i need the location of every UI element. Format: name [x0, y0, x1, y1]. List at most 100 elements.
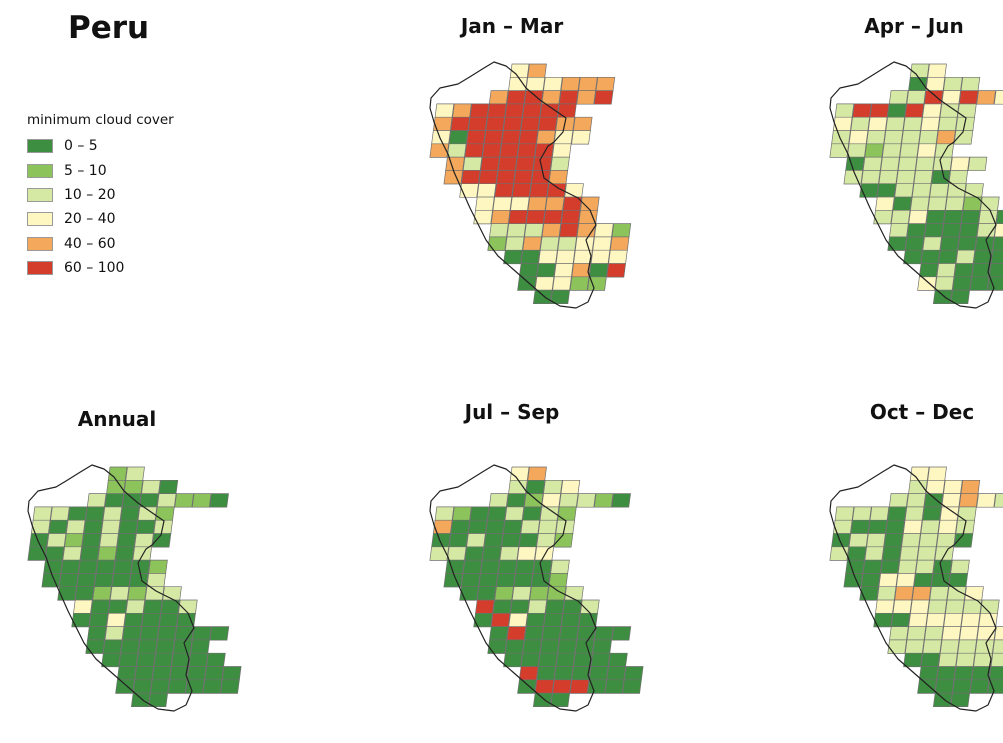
- grid-cell: [921, 250, 940, 264]
- grid-cell: [432, 131, 451, 145]
- grid-cell: [926, 210, 945, 224]
- grid-cell: [958, 104, 977, 118]
- grid-cell: [539, 250, 558, 264]
- grid-cell: [881, 560, 900, 574]
- legend-item: 60 – 100: [27, 256, 174, 280]
- grid-cell: [93, 587, 112, 601]
- grid-cell: [970, 680, 989, 694]
- grid-cell: [870, 507, 889, 521]
- grid-cell: [526, 210, 545, 224]
- panel-title-jan-mar: Jan – Mar: [461, 14, 563, 38]
- grid-cell: [537, 264, 556, 278]
- grid-cell: [159, 613, 178, 627]
- grid-cell: [939, 653, 958, 667]
- grid-cell: [535, 680, 554, 694]
- grid-cell: [832, 534, 851, 548]
- grid-cell: [133, 680, 152, 694]
- grid-cell: [572, 131, 591, 145]
- grid-cell: [105, 494, 124, 508]
- grid-cell: [942, 627, 961, 641]
- grid-cell: [956, 250, 975, 264]
- legend-label: 60 – 100: [64, 260, 124, 276]
- grid-cell: [108, 600, 127, 614]
- grid-cell: [559, 494, 578, 508]
- grid-cell: [542, 494, 561, 508]
- grid-cell: [917, 144, 936, 158]
- grid-cell: [542, 224, 561, 238]
- grid-cell: [103, 507, 122, 521]
- grid-cell: [951, 157, 970, 171]
- grid-cell: [470, 104, 489, 118]
- grid-cell: [945, 197, 964, 211]
- grid-cell: [910, 64, 929, 78]
- grid-cell: [877, 587, 896, 601]
- grid-cell: [953, 277, 972, 291]
- grid-cell: [507, 224, 526, 238]
- grid-cell: [904, 653, 923, 667]
- grid-cell: [512, 587, 531, 601]
- grid-cell: [944, 480, 963, 494]
- grid-cell: [919, 264, 938, 278]
- grid-cell: [849, 131, 868, 145]
- grid-cell: [101, 520, 120, 534]
- grid-cell: [519, 131, 538, 145]
- grid-cell: [519, 667, 538, 681]
- grid-cell: [488, 104, 507, 118]
- panel-title-apr-jun: Apr – Jun: [864, 14, 964, 38]
- grid-cell: [935, 144, 954, 158]
- grid-cell: [103, 640, 122, 654]
- grid-cell: [105, 627, 124, 641]
- grid-cell: [481, 157, 500, 171]
- grid-cell: [552, 144, 571, 158]
- grid-cell: [545, 197, 564, 211]
- grid-cell: [490, 627, 509, 641]
- grid-cell: [938, 520, 957, 534]
- grid-cell: [187, 667, 206, 681]
- grid-cell: [523, 640, 542, 654]
- grid-cell: [502, 534, 521, 548]
- grid-cell: [151, 680, 170, 694]
- grid-cell: [80, 547, 99, 561]
- grid-cell: [528, 64, 547, 78]
- grid-cell: [610, 237, 629, 251]
- grid-cell: [835, 104, 854, 118]
- grid-cell: [133, 547, 152, 561]
- grid-cell: [140, 627, 159, 641]
- grid-cell: [449, 131, 468, 145]
- grid-cell: [490, 224, 509, 238]
- grid-cell: [446, 157, 465, 171]
- grid-cell: [612, 627, 631, 641]
- grid-cell: [509, 77, 528, 91]
- grid-cell: [533, 290, 552, 304]
- grid-cell: [919, 131, 938, 145]
- grid-cell: [158, 627, 177, 641]
- grid-cell: [903, 520, 922, 534]
- grid-cell: [951, 693, 970, 707]
- grid-cell: [926, 77, 945, 91]
- grid-cell: [607, 264, 626, 278]
- grid-cell: [959, 494, 978, 508]
- map-annual: [16, 463, 216, 743]
- grid-cell: [935, 680, 954, 694]
- page-title: Peru: [68, 10, 149, 46]
- grid-cell: [100, 534, 119, 548]
- grid-cell: [210, 494, 229, 508]
- grid-cell: [945, 600, 964, 614]
- grid-cell: [891, 210, 910, 224]
- grid-cell: [47, 534, 66, 548]
- grid-cell: [453, 104, 472, 118]
- grid-cell: [521, 520, 540, 534]
- grid-cell: [498, 157, 517, 171]
- grid-cell: [931, 170, 950, 184]
- grid-cell: [126, 600, 145, 614]
- grid-cell: [510, 467, 529, 481]
- grid-cell: [561, 480, 580, 494]
- grid-cell: [468, 520, 487, 534]
- grid-cell: [482, 547, 501, 561]
- legend-swatch: [27, 139, 53, 153]
- grid-cell: [537, 131, 556, 145]
- grid-cell: [875, 600, 894, 614]
- grid-cell: [504, 250, 523, 264]
- grid-cell: [530, 587, 549, 601]
- grid-cell: [540, 640, 559, 654]
